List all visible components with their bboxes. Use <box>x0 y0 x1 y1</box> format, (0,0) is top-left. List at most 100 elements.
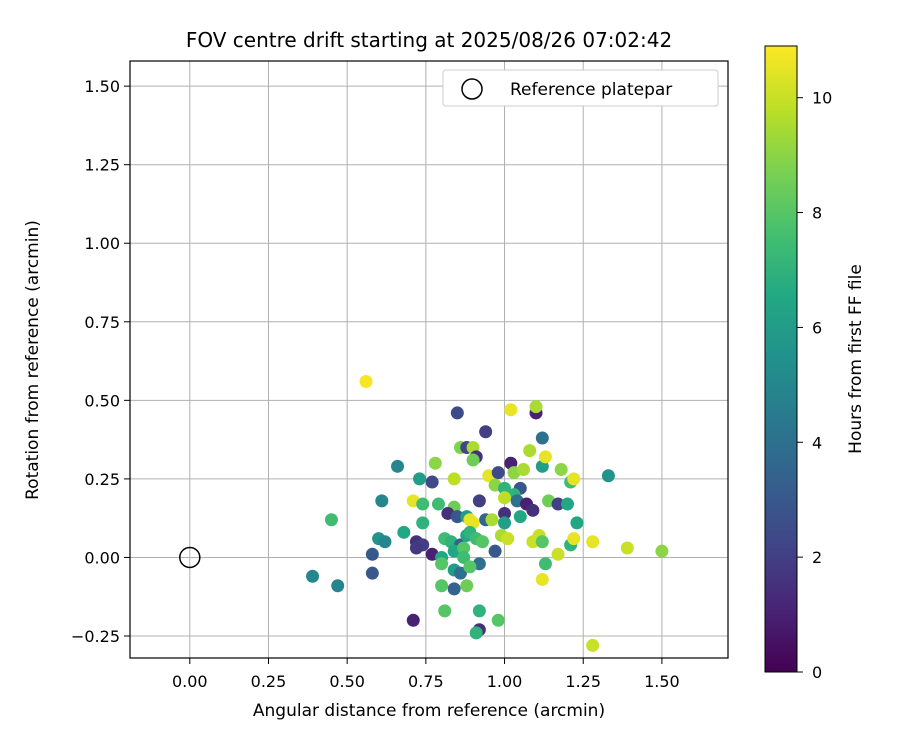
data-point <box>450 406 464 420</box>
data-point <box>365 566 379 580</box>
data-point <box>523 444 537 458</box>
data-point <box>535 431 549 445</box>
grid-lines <box>130 61 728 658</box>
data-point <box>416 516 430 530</box>
colorbar-tick-label: 4 <box>812 433 822 452</box>
data-point <box>438 604 452 618</box>
data-point <box>413 472 427 486</box>
data-point <box>447 472 461 486</box>
legend: Reference platepar <box>442 69 719 107</box>
data-point <box>469 626 483 640</box>
data-point <box>324 513 338 527</box>
x-axis-ticks: 0.00 0.25 0.50 0.75 1.00 1.25 1.50 <box>172 658 680 691</box>
data-point <box>457 550 471 564</box>
data-point <box>447 582 461 596</box>
data-point <box>535 572 549 586</box>
data-point <box>586 535 600 549</box>
x-tick-label: 0.25 <box>251 672 287 691</box>
data-point <box>378 535 392 549</box>
y-axis-label: Rotation from reference (arcmin) <box>23 220 43 500</box>
x-tick-label: 1.00 <box>487 672 523 691</box>
y-tick-label: 1.25 <box>84 156 120 175</box>
data-point <box>526 503 540 517</box>
data-point <box>498 516 512 530</box>
colorbar-tick-label: 0 <box>812 663 822 682</box>
data-point <box>431 497 445 511</box>
data-point <box>567 532 581 546</box>
data-point <box>554 462 568 476</box>
data-point <box>425 475 439 489</box>
colorbar-tick-label: 6 <box>812 318 822 337</box>
data-point <box>501 532 515 546</box>
x-tick-label: 1.25 <box>565 672 601 691</box>
data-point <box>406 613 420 627</box>
data-point <box>485 513 499 527</box>
data-point <box>365 547 379 561</box>
data-point <box>391 459 405 473</box>
data-point <box>397 525 411 539</box>
legend-label: Reference platepar <box>510 80 672 100</box>
data-point <box>435 579 449 593</box>
data-point <box>655 544 669 558</box>
data-point <box>306 569 320 583</box>
x-tick-label: 0.00 <box>172 672 208 691</box>
data-point <box>538 450 552 464</box>
x-axis-label: Angular distance from reference (arcmin) <box>253 701 605 721</box>
y-tick-label: 1.50 <box>84 77 120 96</box>
data-point <box>567 472 581 486</box>
colorbar-gradient <box>764 45 798 673</box>
plot-area: 0.00 0.25 0.50 0.75 1.00 1.25 1.50 −0.250.000.… <box>71 60 729 691</box>
data-point <box>428 456 442 470</box>
y-tick-label: 0.75 <box>84 313 120 332</box>
data-point <box>476 535 490 549</box>
data-point <box>409 541 423 555</box>
x-tick-label: 0.75 <box>408 672 444 691</box>
data-point <box>601 469 615 483</box>
data-point <box>359 374 373 388</box>
y-tick-label: 0.25 <box>84 470 120 489</box>
data-point <box>516 462 530 476</box>
legend-marker-icon <box>461 78 483 100</box>
y-tick-label: 0.50 <box>84 391 120 410</box>
data-point <box>463 560 477 574</box>
data-point <box>460 579 474 593</box>
data-point <box>513 510 527 524</box>
x-tick-label: 0.50 <box>329 672 365 691</box>
colorbar-tick-label: 10 <box>812 89 832 108</box>
data-point <box>498 481 512 495</box>
data-point <box>435 557 449 571</box>
data-point <box>491 613 505 627</box>
data-point <box>457 541 471 555</box>
data-point <box>586 638 600 652</box>
x-tick-label: 1.50 <box>644 672 680 691</box>
data-point <box>472 494 486 508</box>
data-point <box>479 425 493 439</box>
data-point <box>472 604 486 618</box>
y-tick-label: −0.25 <box>71 627 120 646</box>
data-point <box>375 494 389 508</box>
colorbar-tick-label: 2 <box>812 548 822 567</box>
y-tick-label: 1.00 <box>84 234 120 253</box>
reference-marker <box>179 546 201 569</box>
data-point <box>620 541 634 555</box>
data-point <box>538 557 552 571</box>
y-tick-label: 0.00 <box>84 548 120 567</box>
data-point <box>504 403 518 417</box>
data-point <box>450 510 464 524</box>
data-point <box>560 497 574 511</box>
data-point <box>551 547 565 561</box>
data-point <box>453 566 467 580</box>
data-point <box>498 506 512 520</box>
data-point <box>535 535 549 549</box>
colorbar: 0 2 4 6 8 10 Hours from first FF file <box>764 45 866 682</box>
data-point <box>491 466 505 480</box>
data-point <box>466 453 480 467</box>
colorbar-label: Hours from first FF file <box>846 264 866 454</box>
data-point <box>551 497 565 511</box>
data-point <box>488 544 502 558</box>
legend-box <box>442 69 719 107</box>
data-points <box>306 374 669 652</box>
plot-frame <box>129 60 729 659</box>
chart-title: FOV centre drift starting at 2025/08/26 … <box>186 28 672 52</box>
